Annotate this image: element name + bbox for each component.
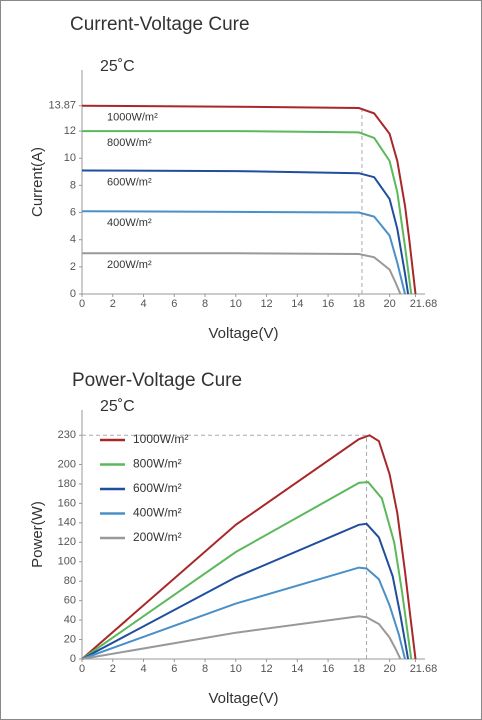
x-tick-label: 12 bbox=[260, 663, 272, 675]
x-tick-label: 10 bbox=[230, 663, 242, 675]
series-label: 400W/m² bbox=[107, 217, 152, 229]
series-line bbox=[81, 566, 406, 660]
x-tick-label: 2 bbox=[110, 298, 116, 310]
y-tick-label: 160 bbox=[58, 497, 76, 509]
series-line bbox=[81, 522, 410, 660]
series-line bbox=[81, 210, 406, 295]
chart: Current-Voltage Cure 25˚C 0 2 4 6 8 10 12 13.87 0 2… bbox=[29, 14, 437, 342]
y-tick-label: 20 bbox=[64, 633, 76, 645]
series-line bbox=[81, 434, 417, 660]
y-tick-label: 80 bbox=[64, 575, 76, 587]
y-tick-label: 60 bbox=[64, 595, 76, 607]
legend-label: 1000W/m² bbox=[133, 432, 188, 446]
x-tick-label: 10 bbox=[230, 298, 242, 310]
x-tick-label: 8 bbox=[202, 298, 208, 310]
y-tick-label: 140 bbox=[58, 517, 76, 529]
x-tick-label: 14 bbox=[291, 663, 303, 675]
x-tick-label: 20 bbox=[383, 663, 395, 675]
y-tick-label: 0 bbox=[70, 653, 76, 665]
y-tick-label: 6 bbox=[70, 206, 76, 218]
x-tick-label: 18 bbox=[353, 298, 365, 310]
y-tick-label: 180 bbox=[58, 478, 76, 490]
x-tick-label: 4 bbox=[140, 663, 146, 675]
series-line bbox=[81, 104, 417, 295]
series-label: 200W/m² bbox=[107, 259, 152, 271]
x-tick-label: 21.68 bbox=[410, 298, 438, 310]
y-tick-label: 10 bbox=[64, 152, 76, 164]
x-tick-label: 16 bbox=[322, 663, 334, 675]
annotation: 25˚C bbox=[100, 398, 135, 415]
series-line bbox=[81, 480, 413, 660]
x-tick-label: 20 bbox=[383, 298, 395, 310]
y-tick-label: 13.87 bbox=[48, 100, 76, 112]
x-tick-label: 18 bbox=[353, 663, 365, 675]
legend-label: 800W/m² bbox=[133, 457, 182, 471]
y-tick-label: 12 bbox=[64, 125, 76, 137]
y-tick-label: 2 bbox=[70, 261, 76, 273]
chart-title: Power-Voltage Cure bbox=[72, 370, 242, 391]
y-tick-label: 8 bbox=[70, 179, 76, 191]
x-axis-label: Voltage(V) bbox=[208, 325, 278, 342]
series-line bbox=[81, 615, 402, 660]
y-tick-label: 200 bbox=[58, 458, 76, 470]
y-tick-label: 230 bbox=[58, 429, 76, 441]
y-tick-label: 40 bbox=[64, 614, 76, 626]
x-tick-label: 14 bbox=[291, 298, 303, 310]
x-tick-label: 0 bbox=[79, 298, 85, 310]
y-tick-label: 4 bbox=[70, 234, 76, 246]
x-tick-label: 16 bbox=[322, 298, 334, 310]
legend-label: 400W/m² bbox=[133, 506, 182, 520]
series-line bbox=[81, 169, 410, 295]
y-tick-label: 100 bbox=[58, 556, 76, 568]
x-tick-label: 12 bbox=[260, 298, 272, 310]
y-axis-label: Power(W) bbox=[29, 501, 46, 568]
x-tick-label: 0 bbox=[79, 663, 85, 675]
y-tick-label: 0 bbox=[70, 288, 76, 300]
y-axis-label: Current(A) bbox=[29, 147, 46, 217]
series-label: 1000W/m² bbox=[107, 112, 158, 124]
x-tick-label: 21.68 bbox=[410, 663, 438, 675]
x-tick-label: 4 bbox=[140, 298, 146, 310]
x-tick-label: 2 bbox=[110, 663, 116, 675]
annotation: 25˚C bbox=[100, 58, 135, 75]
x-axis-label: Voltage(V) bbox=[208, 690, 278, 707]
chart-title: Current-Voltage Cure bbox=[70, 14, 250, 35]
x-tick-label: 8 bbox=[202, 663, 208, 675]
series-label: 800W/m² bbox=[107, 137, 152, 149]
legend-label: 600W/m² bbox=[133, 481, 182, 495]
series-line bbox=[82, 130, 413, 295]
series-line bbox=[82, 252, 402, 295]
x-tick-label: 6 bbox=[171, 663, 177, 675]
legend-label: 200W/m² bbox=[133, 530, 182, 544]
y-tick-label: 120 bbox=[58, 536, 76, 548]
series-label: 600W/m² bbox=[107, 176, 152, 188]
x-tick-label: 6 bbox=[171, 298, 177, 310]
